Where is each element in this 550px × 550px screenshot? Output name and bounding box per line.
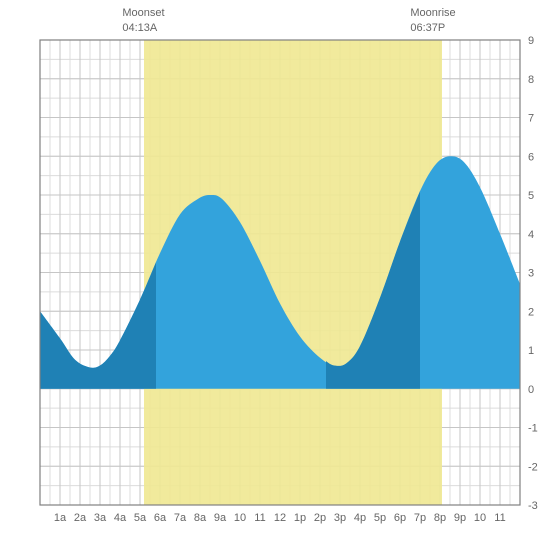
- x-tick-label: 9p: [454, 512, 466, 524]
- moonrise-title: Moonrise: [410, 7, 455, 19]
- moonrise-time: 06:37P: [410, 22, 445, 34]
- x-tick-label: 7a: [174, 512, 187, 524]
- x-tick-label: 2p: [314, 512, 326, 524]
- y-tick-label: -2: [528, 461, 538, 473]
- x-tick-label: 10: [234, 512, 246, 524]
- tide-fill-dark-0: [40, 262, 156, 388]
- x-tick-label: 6a: [154, 512, 167, 524]
- x-tick-label: 7p: [414, 512, 426, 524]
- x-tick-label: 4a: [114, 512, 127, 524]
- x-tick-label: 8p: [434, 512, 446, 524]
- y-tick-label: 9: [528, 35, 534, 47]
- y-tick-label: -3: [528, 500, 538, 512]
- y-tick-label: 0: [528, 384, 534, 396]
- x-tick-label: 4p: [354, 512, 366, 524]
- moonrise-label: Moonrise 06:37P: [410, 6, 455, 36]
- moonset-label: Moonset 04:13A: [122, 6, 164, 36]
- x-tick-label: 6p: [394, 512, 406, 524]
- x-tick-label: 12: [274, 512, 286, 524]
- y-tick-label: 8: [528, 74, 534, 86]
- y-tick-label: -1: [528, 423, 538, 435]
- x-tick-label: 10: [474, 512, 486, 524]
- y-tick-label: 5: [528, 190, 534, 202]
- x-tick-label: 2a: [74, 512, 87, 524]
- x-tick-label: 1p: [294, 512, 306, 524]
- moonset-title: Moonset: [122, 7, 164, 19]
- x-tick-label: 3a: [94, 512, 107, 524]
- y-tick-label: 1: [528, 345, 534, 357]
- moonset-time: 04:13A: [122, 22, 157, 34]
- x-tick-label: 11: [254, 512, 265, 524]
- x-tick-label: 8a: [194, 512, 207, 524]
- x-tick-label: 5a: [134, 512, 147, 524]
- tide-chart: Moonset 04:13A Moonrise 06:37P -3-2-1012…: [0, 0, 550, 550]
- y-tick-label: 2: [528, 306, 534, 318]
- y-tick-label: 7: [528, 113, 534, 125]
- x-tick-label: 11: [494, 512, 505, 524]
- x-tick-label: 3p: [334, 512, 346, 524]
- y-tick-label: 3: [528, 268, 534, 280]
- y-tick-label: 6: [528, 151, 534, 163]
- x-tick-label: 1a: [54, 512, 67, 524]
- chart-svg: -3-2-101234567891a2a3a4a5a6a7a8a9a101112…: [0, 0, 550, 550]
- y-tick-label: 4: [528, 229, 534, 241]
- x-tick-label: 9a: [214, 512, 227, 524]
- x-tick-label: 5p: [374, 512, 386, 524]
